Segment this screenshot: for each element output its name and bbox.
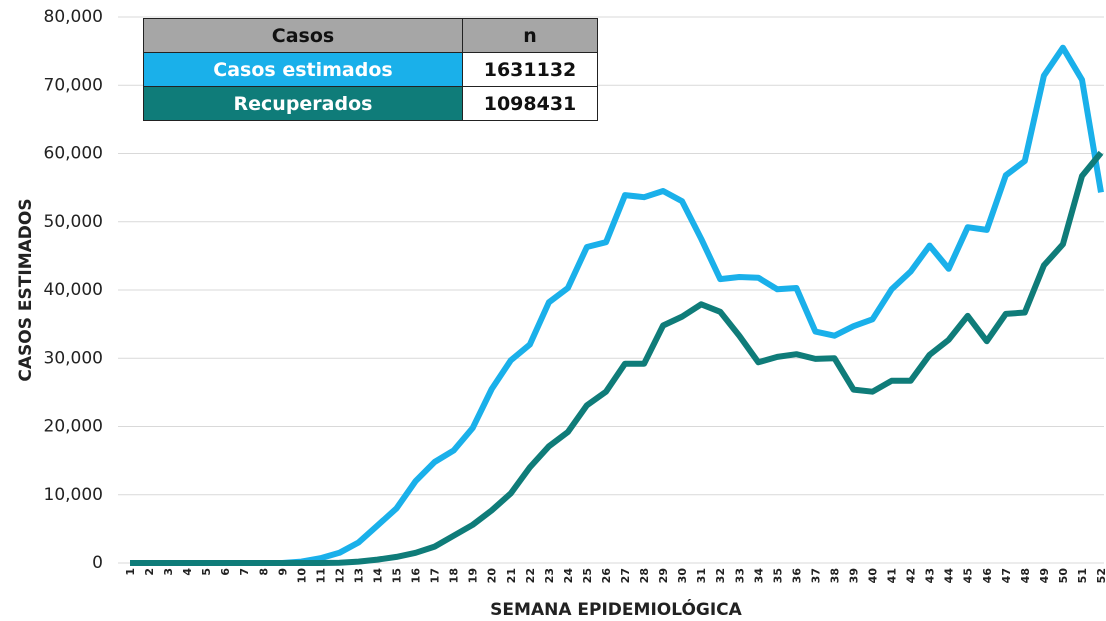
y-tick-label: 60,000 xyxy=(44,144,103,164)
x-tick-label: 12 xyxy=(333,568,346,583)
x-tick-label: 48 xyxy=(1019,568,1032,583)
x-tick-label: 19 xyxy=(467,568,480,583)
x-tick-label: 17 xyxy=(429,568,442,583)
x-tick-label: 45 xyxy=(962,568,975,583)
x-tick-label: 51 xyxy=(1076,568,1089,583)
x-tick-label: 9 xyxy=(276,568,289,576)
x-tick-label: 14 xyxy=(372,568,385,584)
x-tick-label: 28 xyxy=(638,568,651,583)
x-tick-label: 39 xyxy=(847,568,860,583)
y-axis-label: CASOS ESTIMADOS xyxy=(16,198,36,381)
x-tick-label: 38 xyxy=(828,568,841,583)
x-tick-label: 35 xyxy=(771,568,784,583)
x-tick-label: 29 xyxy=(657,568,670,583)
y-tick-label: 40,000 xyxy=(44,280,103,300)
y-tick-label: 80,000 xyxy=(44,7,103,27)
x-tick-label: 42 xyxy=(905,568,918,583)
x-tick-label: 32 xyxy=(714,568,727,583)
x-tick-label: 16 xyxy=(410,568,423,584)
table-cell: Recuperados xyxy=(143,86,463,121)
x-tick-label: 11 xyxy=(314,568,327,583)
table-cell: 1631132 xyxy=(462,52,598,87)
x-tick-label: 4 xyxy=(181,568,194,576)
y-tick-label: 10,000 xyxy=(44,485,103,505)
x-tick-label: 26 xyxy=(600,568,613,584)
x-tick-label: 7 xyxy=(238,568,251,576)
x-tick-label: 31 xyxy=(695,568,708,583)
table-cell: 1098431 xyxy=(462,86,598,121)
x-tick-label: 46 xyxy=(981,568,994,584)
table-header-cell: Casos xyxy=(143,18,463,53)
x-tick-label: 41 xyxy=(886,568,899,583)
x-tick-label: 13 xyxy=(352,568,365,583)
x-tick-label: 2 xyxy=(143,568,156,576)
x-tick-label: 15 xyxy=(391,568,404,583)
x-tick-label: 5 xyxy=(200,568,213,576)
x-tick-label: 36 xyxy=(790,568,803,584)
y-tick-label: 0 xyxy=(92,553,103,573)
y-tick-label: 50,000 xyxy=(44,212,103,232)
x-tick-label: 47 xyxy=(1000,568,1013,583)
x-tick-label: 8 xyxy=(257,568,270,576)
x-tick-label: 49 xyxy=(1038,568,1051,583)
x-tick-label: 40 xyxy=(867,568,880,584)
x-tick-label: 6 xyxy=(219,568,232,576)
x-tick-label: 25 xyxy=(581,568,594,583)
summary-table: Casos n Casos estimados 1631132 Recuperados 1… xyxy=(143,18,598,121)
x-tick-label: 22 xyxy=(524,568,537,583)
x-tick-label: 1 xyxy=(124,568,137,576)
x-axis-label: SEMANA EPIDEMIOLÓGICA xyxy=(490,598,742,620)
x-tick-label: 43 xyxy=(924,568,937,583)
table-row: Recuperados 1098431 xyxy=(143,86,598,121)
x-tick-label: 30 xyxy=(676,568,689,584)
series-line xyxy=(130,150,1104,566)
x-tick-label: 3 xyxy=(162,568,175,576)
x-tick-label: 24 xyxy=(562,568,575,584)
x-tick-label: 44 xyxy=(943,568,956,584)
y-tick-label: 20,000 xyxy=(44,417,103,437)
y-tick-label: 70,000 xyxy=(44,75,103,95)
x-tick-label: 21 xyxy=(505,568,518,583)
x-tick-label: 20 xyxy=(486,568,499,584)
table-cell: Casos estimados xyxy=(143,52,463,87)
x-tick-label: 37 xyxy=(809,568,822,583)
table-header-row: Casos n xyxy=(143,18,598,53)
x-tick-label: 34 xyxy=(752,568,765,584)
y-tick-label: 30,000 xyxy=(44,348,103,368)
series-line xyxy=(130,44,1104,566)
table-header-cell: n xyxy=(462,18,598,53)
x-tick-label: 27 xyxy=(619,568,632,583)
x-tick-label: 18 xyxy=(448,568,461,583)
table-row: Casos estimados 1631132 xyxy=(143,52,598,87)
x-tick-label: 23 xyxy=(543,568,556,583)
x-tick-label: 52 xyxy=(1095,568,1106,583)
x-tick-label: 10 xyxy=(295,568,308,584)
x-tick-label: 50 xyxy=(1057,568,1070,584)
x-tick-label: 33 xyxy=(733,568,746,583)
